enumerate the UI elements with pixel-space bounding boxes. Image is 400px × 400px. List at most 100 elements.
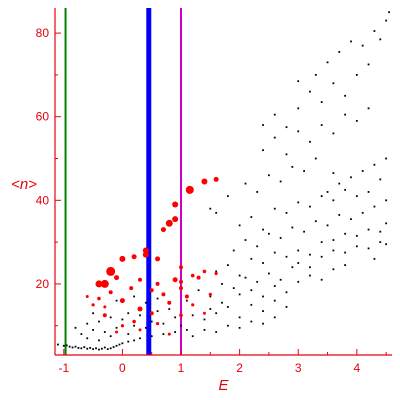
data-point — [144, 326, 147, 329]
data-point — [379, 178, 382, 181]
data-point — [144, 301, 147, 304]
data-point — [92, 348, 94, 351]
data-point — [355, 195, 358, 198]
data-point — [162, 322, 165, 325]
data-point-red — [129, 286, 134, 291]
data-point — [332, 172, 335, 175]
data-point — [320, 255, 323, 258]
data-point — [385, 199, 388, 202]
data-point — [115, 299, 118, 302]
data-point — [332, 199, 335, 202]
data-point — [285, 291, 288, 294]
data-point — [106, 348, 109, 351]
data-point — [273, 251, 276, 254]
data-point — [332, 82, 335, 85]
data-point — [285, 126, 288, 129]
data-point — [83, 346, 86, 348]
data-point — [238, 224, 241, 227]
data-point — [279, 180, 282, 183]
data-point — [68, 345, 71, 348]
data-point — [112, 346, 115, 348]
data-point — [139, 337, 141, 340]
data-point-red — [97, 296, 101, 301]
data-point — [379, 241, 382, 244]
data-point — [121, 318, 124, 321]
data-point — [273, 316, 276, 319]
data-point-red — [85, 294, 89, 298]
data-point — [320, 124, 323, 126]
data-point — [367, 63, 370, 66]
data-point — [232, 249, 235, 252]
data-point — [185, 329, 188, 331]
data-point-red — [103, 305, 107, 309]
data-point-red — [161, 292, 166, 297]
data-point — [80, 347, 83, 350]
data-point — [355, 245, 358, 248]
data-point — [115, 344, 118, 347]
data-point — [150, 335, 153, 338]
data-point — [385, 157, 388, 160]
data-point-red — [184, 294, 189, 299]
data-point-red — [102, 313, 107, 318]
data-point — [127, 312, 130, 315]
data-point — [379, 230, 382, 233]
data-point — [291, 165, 294, 168]
data-point-red — [106, 266, 116, 276]
data-point — [273, 113, 276, 116]
data-points — [57, 11, 390, 351]
data-point — [226, 264, 229, 267]
data-point — [86, 347, 89, 350]
data-point-red — [179, 313, 183, 318]
data-point — [279, 278, 282, 281]
data-point — [215, 312, 218, 315]
data-point — [174, 331, 177, 333]
data-point — [238, 274, 241, 277]
data-point — [361, 44, 364, 47]
data-point — [297, 107, 300, 110]
data-point-red — [172, 216, 179, 223]
data-point — [77, 346, 80, 349]
data-point-red — [179, 279, 184, 284]
data-point — [373, 205, 376, 208]
data-point — [150, 320, 153, 323]
data-point — [338, 50, 341, 53]
data-point — [367, 247, 370, 250]
data-point — [355, 234, 358, 237]
data-point-red — [95, 280, 103, 288]
data-point — [332, 239, 335, 241]
data-point — [385, 222, 388, 225]
data-point-red — [172, 201, 179, 208]
data-point — [238, 326, 241, 329]
data-point — [139, 314, 141, 317]
data-point — [203, 318, 206, 321]
data-point — [344, 113, 347, 116]
data-point — [185, 299, 188, 302]
data-point — [273, 285, 276, 287]
data-point — [215, 331, 218, 333]
data-point-red — [142, 251, 149, 258]
data-point — [344, 94, 347, 97]
data-point — [221, 301, 223, 304]
data-point-red — [208, 292, 212, 296]
data-point — [268, 272, 270, 275]
data-point — [338, 182, 341, 185]
data-point — [326, 61, 329, 64]
data-point — [133, 339, 136, 342]
data-point — [121, 342, 124, 345]
data-point — [367, 107, 370, 110]
data-point — [350, 218, 352, 221]
data-point — [309, 266, 311, 269]
data-point-red — [214, 271, 218, 276]
data-point — [244, 182, 247, 185]
y-axis-label: <n> — [11, 176, 37, 193]
data-point — [180, 324, 182, 327]
data-point — [244, 239, 247, 241]
data-point — [74, 326, 77, 329]
data-point — [191, 335, 194, 338]
data-point — [262, 310, 264, 313]
data-point-red — [172, 277, 178, 283]
data-point-red — [165, 219, 173, 227]
data-point — [332, 132, 335, 135]
data-point-red — [137, 306, 143, 312]
data-point — [109, 347, 112, 350]
